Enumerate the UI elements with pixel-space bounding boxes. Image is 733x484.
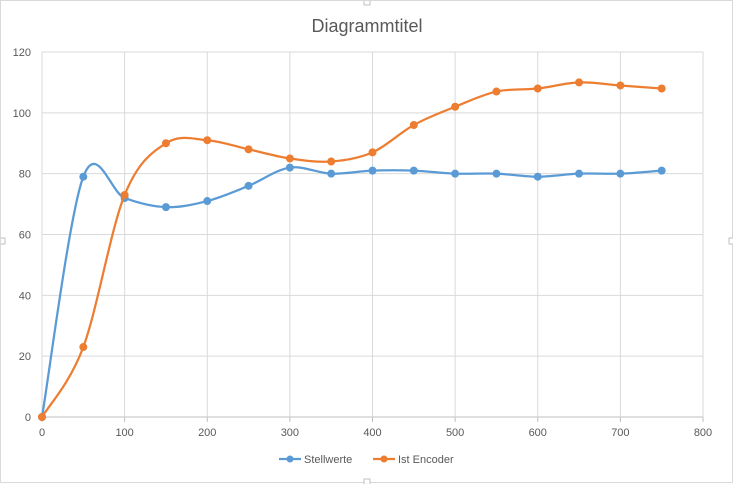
data-point-stellwerte [244, 181, 253, 190]
x-tick-label: 700 [611, 427, 629, 439]
series-line-ist-encoder [41, 81, 662, 418]
x-tick-label: 100 [115, 427, 133, 439]
gridlines [41, 51, 704, 422]
data-point-stellwerte [451, 169, 460, 178]
data-point-ist-encoder [38, 413, 46, 421]
data-point-ist-encoder [368, 148, 377, 157]
legend-marker-stellwerte [286, 455, 294, 463]
x-tick-label: 400 [363, 427, 381, 439]
legend-label-stellwerte: Stellwerte [304, 454, 352, 466]
legend-marker-ist-encoder [380, 455, 388, 463]
y-tick-label: 60 [19, 230, 31, 242]
series-lines [38, 78, 666, 421]
y-tick-label: 80 [19, 169, 31, 181]
data-point-ist-encoder [285, 154, 294, 163]
data-point-ist-encoder [244, 145, 253, 154]
data-point-stellwerte [616, 169, 625, 178]
data-point-stellwerte [203, 197, 212, 206]
y-tick-label: 40 [19, 290, 31, 302]
resize-handle[interactable] [363, 1, 371, 6]
series-line-stellwerte [40, 162, 662, 418]
data-point-stellwerte [657, 166, 666, 175]
data-point-ist-encoder [451, 102, 460, 111]
data-point-stellwerte [79, 172, 88, 181]
y-tick-label: 20 [19, 351, 31, 363]
data-point-stellwerte [327, 169, 336, 178]
data-point-stellwerte [533, 172, 542, 181]
data-point-stellwerte [161, 203, 170, 212]
x-tick-label: 200 [198, 427, 216, 439]
y-tick-label: 0 [25, 412, 31, 424]
tick-labels: 0 20 40 60 80 100 120 0 100 200 300 400 500 600 700 800 [13, 47, 713, 439]
data-point-ist-encoder [120, 190, 129, 199]
data-point-ist-encoder [79, 343, 88, 352]
x-tick-label: 600 [529, 427, 547, 439]
data-point-stellwerte [368, 166, 377, 175]
resize-handle[interactable] [728, 237, 733, 245]
y-tick-label: 100 [13, 108, 31, 120]
legend-label-ist-encoder: Ist Encoder [398, 454, 454, 466]
data-point-stellwerte [492, 169, 501, 178]
resize-handle[interactable] [363, 478, 371, 484]
data-point-stellwerte [409, 166, 418, 175]
data-point-ist-encoder [327, 157, 336, 166]
y-tick-label: 120 [13, 47, 31, 59]
data-point-stellwerte [285, 163, 294, 172]
data-point-ist-encoder [616, 81, 625, 90]
data-point-ist-encoder [533, 84, 542, 93]
resize-handle[interactable] [1, 237, 6, 245]
data-point-ist-encoder [657, 84, 666, 93]
data-point-ist-encoder [409, 121, 418, 129]
x-tick-label: 300 [281, 427, 299, 439]
data-point-ist-encoder [492, 87, 501, 96]
legend: Stellwerte Ist Encoder [279, 454, 454, 466]
x-tick-label: 0 [39, 427, 45, 439]
data-point-ist-encoder [575, 78, 584, 87]
data-point-stellwerte [575, 169, 584, 178]
data-point-ist-encoder [161, 139, 170, 148]
data-point-ist-encoder [203, 136, 212, 145]
x-tick-label: 800 [694, 427, 712, 439]
chart-title: Diagrammtitel [311, 16, 422, 36]
x-tick-label: 500 [446, 427, 464, 439]
